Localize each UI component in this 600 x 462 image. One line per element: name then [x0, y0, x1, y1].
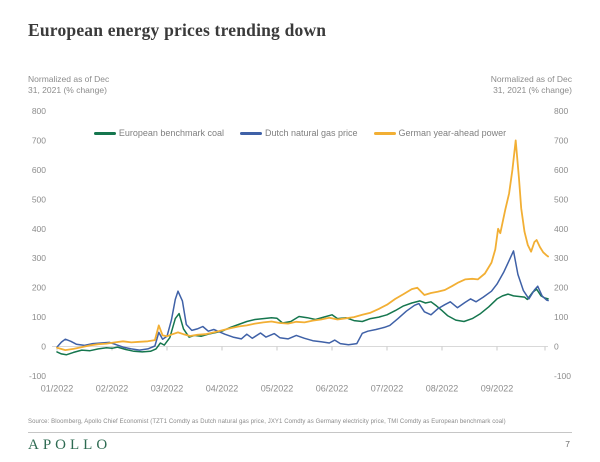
y-axis-label-right: 700	[554, 135, 568, 145]
legend-item-gas: Dutch natural gas price	[239, 128, 358, 138]
y-axis-label-right: 0	[554, 342, 559, 352]
x-axis-label: 08/2022	[426, 384, 459, 394]
legend-label-power: German year-ahead power	[398, 128, 507, 138]
y-axis-label-left: -100	[29, 371, 46, 381]
y-axis-note-left: Normalized as of Dec 31, 2021 (% change)	[28, 74, 109, 96]
footer-divider	[28, 432, 572, 433]
y-axis-label-left: 700	[32, 135, 46, 145]
coal-line-swatch-icon	[93, 131, 116, 135]
series-line-european-benchmark-coal	[56, 288, 549, 356]
gas-line-swatch-icon	[239, 131, 262, 135]
power-line-swatch-icon	[373, 131, 396, 135]
x-axis-label: 09/2022	[481, 384, 514, 394]
y-axis-label-left: 300	[32, 253, 46, 263]
x-axis-label: 03/2022	[151, 384, 184, 394]
y-axis-label-right: 400	[554, 224, 568, 234]
y-axis-note-left-line2: 31, 2021 (% change)	[28, 85, 107, 95]
legend-label-gas: Dutch natural gas price	[264, 128, 358, 138]
x-axis-label: 06/2022	[316, 384, 349, 394]
page-number: 7	[565, 439, 570, 449]
y-axis-label-left: 0	[41, 342, 46, 352]
y-axis-label-right: 100	[554, 312, 568, 322]
x-axis-label: 05/2022	[261, 384, 294, 394]
y-axis-label-left: 400	[32, 224, 46, 234]
apollo-logo: APOLLO	[28, 437, 112, 453]
y-axis-label-right: -100	[554, 371, 571, 381]
y-axis-label-left: 200	[32, 283, 46, 293]
page-title: European energy prices trending down	[28, 20, 327, 40]
y-axis-label-right: 200	[554, 283, 568, 293]
energy-prices-line-chart: 800 800 700 700 600 600 500 500 400 400 300 300 200 2…	[29, 106, 571, 394]
x-axis-label: 04/2022	[206, 384, 239, 394]
y-axis-note-right: Normalized as of Dec 31, 2021 (% change)	[491, 74, 572, 96]
y-axis-label-right: 500	[554, 194, 568, 204]
y-axis-note-left-line1: Normalized as of Dec	[28, 74, 110, 84]
y-axis-label-right: 800	[554, 106, 568, 116]
y-axis-label-left: 500	[32, 194, 46, 204]
series-line-german-year-ahead-power	[56, 139, 549, 352]
y-axis-label-left: 600	[32, 165, 46, 175]
y-axis-label-left: 100	[32, 312, 46, 322]
x-axis-label: 07/2022	[371, 384, 404, 394]
y-axis-label-right: 600	[554, 165, 568, 175]
y-axis-label-right: 300	[554, 253, 568, 263]
series-line-dutch-natural-gas-price	[56, 250, 549, 351]
x-axis-label: 01/2022	[41, 384, 74, 394]
y-axis-note-right-line2: 31, 2021 (% change)	[493, 85, 572, 95]
source-note: Source: Bloomberg, Apollo Chief Economis…	[28, 419, 506, 425]
x-axis-label: 02/2022	[96, 384, 129, 394]
y-axis-label-left: 800	[32, 106, 46, 116]
chart-legend: European benchmark coal Dutch natural ga…	[0, 128, 600, 138]
y-axis-note-right-line1: Normalized as of Dec	[490, 74, 572, 84]
legend-item-power: German year-ahead power	[373, 128, 507, 138]
legend-item-coal: European benchmark coal	[93, 128, 224, 138]
legend-label-coal: European benchmark coal	[118, 128, 224, 138]
